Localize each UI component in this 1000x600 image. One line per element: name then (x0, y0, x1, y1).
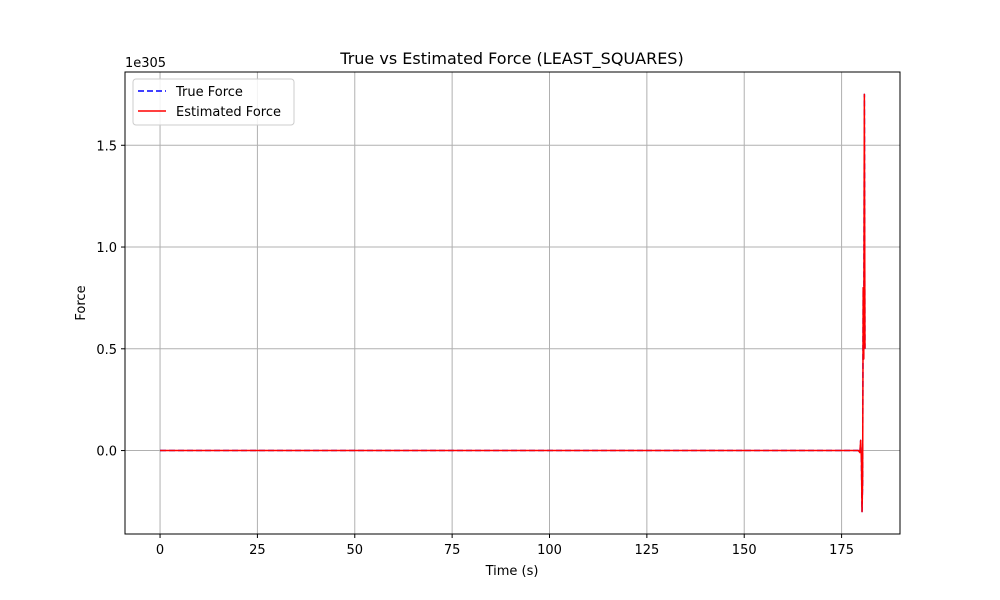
series-line-estimated-force (160, 93, 866, 513)
y-tick-label: 0.5 (96, 343, 117, 358)
x-tick-label: 125 (634, 543, 659, 558)
y-axis-label: Force (74, 285, 89, 320)
y-tick-label: 0.0 (96, 445, 117, 460)
series-layer (160, 93, 866, 513)
x-axis-label: Time (s) (485, 564, 539, 579)
y-axis-ticks: 0.0 0.5 1.0 1.5 (96, 139, 125, 460)
plot-frame (124, 71, 901, 535)
x-tick-label: 150 (732, 543, 757, 558)
legend-label-estimated-force: Estimated Force (176, 105, 281, 120)
x-axis-ticks: 0 25 50 75 100 125 150 175 (156, 534, 854, 558)
x-tick-label: 75 (444, 543, 461, 558)
y-tick-label: 1.5 (96, 139, 117, 154)
legend-box (132, 78, 295, 126)
legend: True Force Estimated Force (132, 78, 295, 126)
y-offset-label: 1e305 (125, 56, 166, 71)
legend-label-true-force: True Force (175, 85, 243, 100)
x-tick-label: 175 (829, 543, 854, 558)
x-tick-label: 50 (347, 543, 364, 558)
chart-title: True vs Estimated Force (LEAST_SQUARES) (339, 49, 683, 69)
y-tick-label: 1.0 (96, 241, 117, 256)
x-tick-label: 0 (156, 543, 164, 558)
x-tick-label: 100 (537, 543, 562, 558)
x-tick-label: 25 (249, 543, 266, 558)
